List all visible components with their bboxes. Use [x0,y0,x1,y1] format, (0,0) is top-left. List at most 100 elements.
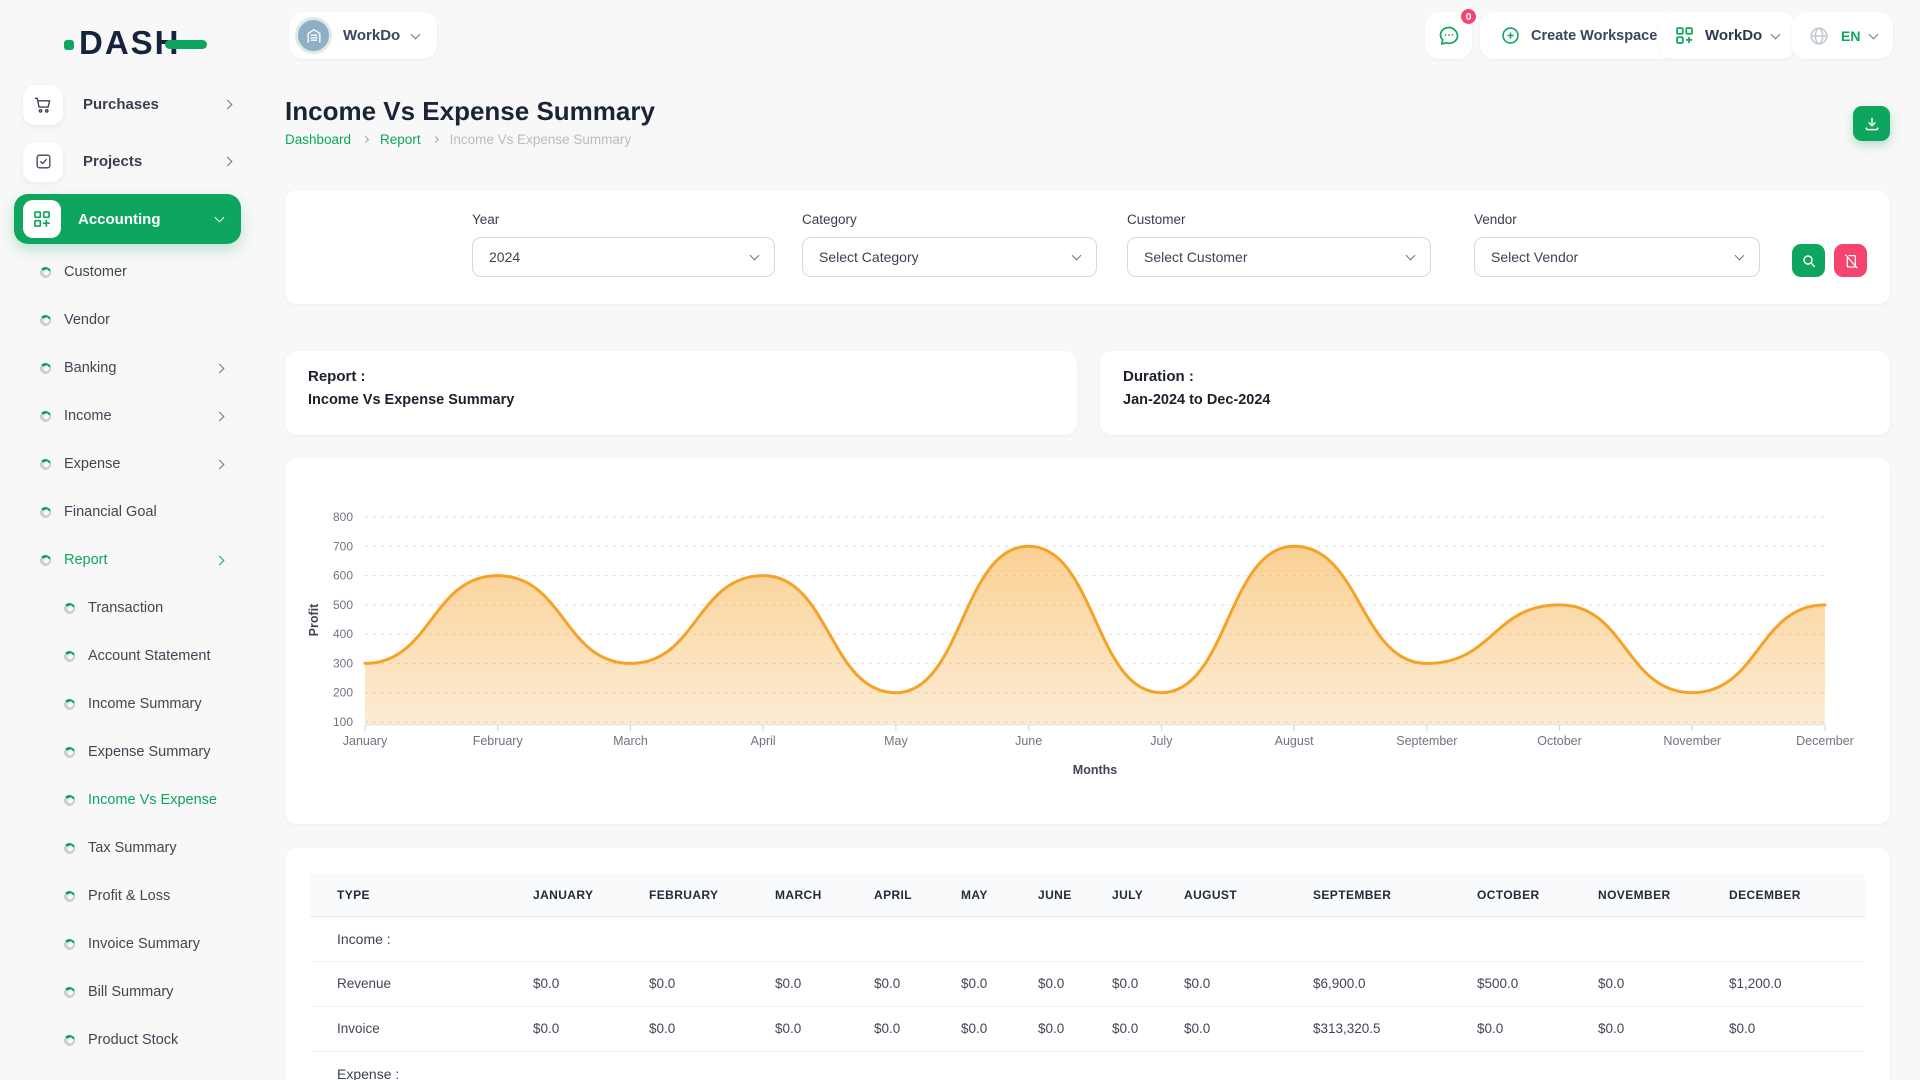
sidebar-item-label: Vendor [64,312,255,328]
x-axis-tick-label: May [884,734,908,748]
table-cell-value: $0.0 [1157,961,1286,1006]
sidebar-item-banking[interactable]: Banking [0,344,255,392]
bullet-donut-icon [62,936,77,951]
x-axis-tick-label: April [751,734,776,748]
sidebar-item-expense[interactable]: Expense [0,440,255,488]
table-cell-value: $1,200.0 [1702,961,1865,1006]
sidebar-submenu: Customer Vendor Banking Income Expense Financ… [0,248,255,1080]
breadcrumb-link-1[interactable]: Report [380,132,421,147]
sidebar-item-label: Invoice Summary [88,936,255,952]
breadcrumb-current: Income Vs Expense Summary [450,132,632,147]
sidebar-item-income[interactable]: Income [0,392,255,440]
search-icon [1801,253,1817,269]
download-icon [1863,115,1881,133]
table-cell-value: $0.0 [934,1006,1011,1051]
sidebar-item-bill-summary[interactable]: Bill Summary [0,968,255,1016]
table-column-header: APRIL [847,874,934,916]
table-column-header: JUNE [1011,874,1085,916]
category-select[interactable]: Select Category [802,237,1097,277]
sidebar-item-projects[interactable]: Projects [0,133,255,190]
sidebar-item-financial-goal[interactable]: Financial Goal [0,488,255,536]
x-axis-title: Months [1073,763,1117,777]
sidebar-item-transaction[interactable]: Transaction [0,584,255,632]
sidebar-item-account-statement[interactable]: Account Statement [0,632,255,680]
customer-select-value: Select Customer [1144,249,1247,265]
sidebar-item-cash-flow[interactable]: Cash Flow [0,1064,255,1080]
chevron-down-icon [750,251,760,261]
report-card-title: Report : [308,368,1054,385]
x-axis-tick-label: March [613,734,648,748]
bullet-donut-icon [62,600,77,615]
table-cell-value: $0.0 [506,961,622,1006]
customer-select[interactable]: Select Customer [1127,237,1431,277]
table-column-header: DECEMBER [1702,874,1865,916]
filter-customer: Customer Select Customer [1127,212,1431,277]
table-column-header: FEBRUARY [622,874,748,916]
app-logo[interactable]: DASH [64,22,207,62]
table-cell-value: $0.0 [748,1006,847,1051]
table-cell-value: $0.0 [847,1006,934,1051]
sidebar-item-label: Accounting [78,211,216,228]
x-axis-tick-label: July [1150,734,1173,748]
sidebar-item-product-stock[interactable]: Product Stock [0,1016,255,1064]
sidebar-item-purchases[interactable]: Purchases [0,76,255,133]
bullet-donut-icon [38,408,53,423]
table-cell-value: $0.0 [506,1006,622,1051]
table-column-header: JULY [1085,874,1157,916]
duration-summary-card: Duration : Jan-2024 to Dec-2024 [1100,351,1890,435]
chevron-right-icon [223,100,233,110]
apply-filter-button[interactable] [1792,244,1825,277]
bullet-donut-icon [38,360,53,375]
table-cell-value: $0.0 [1011,1006,1085,1051]
x-axis-tick-label: January [343,734,388,748]
sidebar-item-invoice-summary[interactable]: Invoice Summary [0,920,255,968]
y-axis-tick-label: 100 [333,715,353,729]
profit-area-chart: 100200300400500600700800JanuaryFebruaryM… [285,458,1890,824]
report-summary-card: Report : Income Vs Expense Summary [285,351,1077,435]
vendor-select[interactable]: Select Vendor [1474,237,1760,277]
breadcrumb-link-0[interactable]: Dashboard [285,132,351,147]
table-column-header: TYPE [310,874,506,916]
sidebar-item-customer[interactable]: Customer [0,248,255,296]
table-column-header: NOVEMBER [1571,874,1702,916]
sidebar-item-label: Income [64,408,216,424]
sidebar-item-income-summary[interactable]: Income Summary [0,680,255,728]
table-cell-value: $0.0 [1011,961,1085,1006]
sidebar-item-label: Banking [64,360,216,376]
sidebar-item-label: Expense [64,456,216,472]
x-axis-tick-label: August [1275,734,1314,748]
table-cell-value: $0.0 [1571,1006,1702,1051]
table-row: Invoice$0.0$0.0$0.0$0.0$0.0$0.0$0.0$0.0$… [310,1006,1865,1051]
sidebar-item-profit-loss[interactable]: Profit & Loss [0,872,255,920]
y-axis-tick-label: 700 [333,539,353,553]
sidebar-item-vendor[interactable]: Vendor [0,296,255,344]
sidebar-item-expense-summary[interactable]: Expense Summary [0,728,255,776]
sidebar-item-tax-summary[interactable]: Tax Summary [0,824,255,872]
table-row: Revenue$0.0$0.0$0.0$0.0$0.0$0.0$0.0$0.0$… [310,961,1865,1006]
chevron-down-icon [1735,251,1745,261]
sidebar-nav: PurchasesProjects Accounting Customer Vendo… [0,76,255,1080]
sidebar-item-label: Account Statement [88,648,255,664]
table-cell-value: $0.0 [1085,1006,1157,1051]
table-section-title: Income : [310,916,1865,961]
chevron-right-icon [432,136,439,143]
year-label: Year [472,212,775,227]
table-cell-value: $500.0 [1450,961,1571,1006]
year-select[interactable]: 2024 [472,237,775,277]
sidebar-item-accounting[interactable]: Accounting [14,194,241,244]
table-column-header: MARCH [748,874,847,916]
sidebar-item-income-vs-expense[interactable]: Income Vs Expense [0,776,255,824]
logo-dash-icon [165,40,207,49]
bullet-donut-icon [62,1032,77,1047]
sidebar-item-label: Report [64,552,216,568]
download-report-button[interactable] [1853,106,1890,141]
table-cell-value: $0.0 [1702,1006,1865,1051]
reset-filter-button[interactable] [1834,244,1867,277]
sidebar-item-report[interactable]: Report [0,536,255,584]
customer-label: Customer [1127,212,1431,227]
table-column-header: MAY [934,874,1011,916]
modules-grid-icon [23,200,61,238]
sidebar-item-label: Customer [64,264,255,280]
table-header-row: TYPEJANUARYFEBRUARYMARCHAPRILMAYJUNEJULY… [310,874,1865,916]
page-title: Income Vs Expense Summary [285,96,655,127]
